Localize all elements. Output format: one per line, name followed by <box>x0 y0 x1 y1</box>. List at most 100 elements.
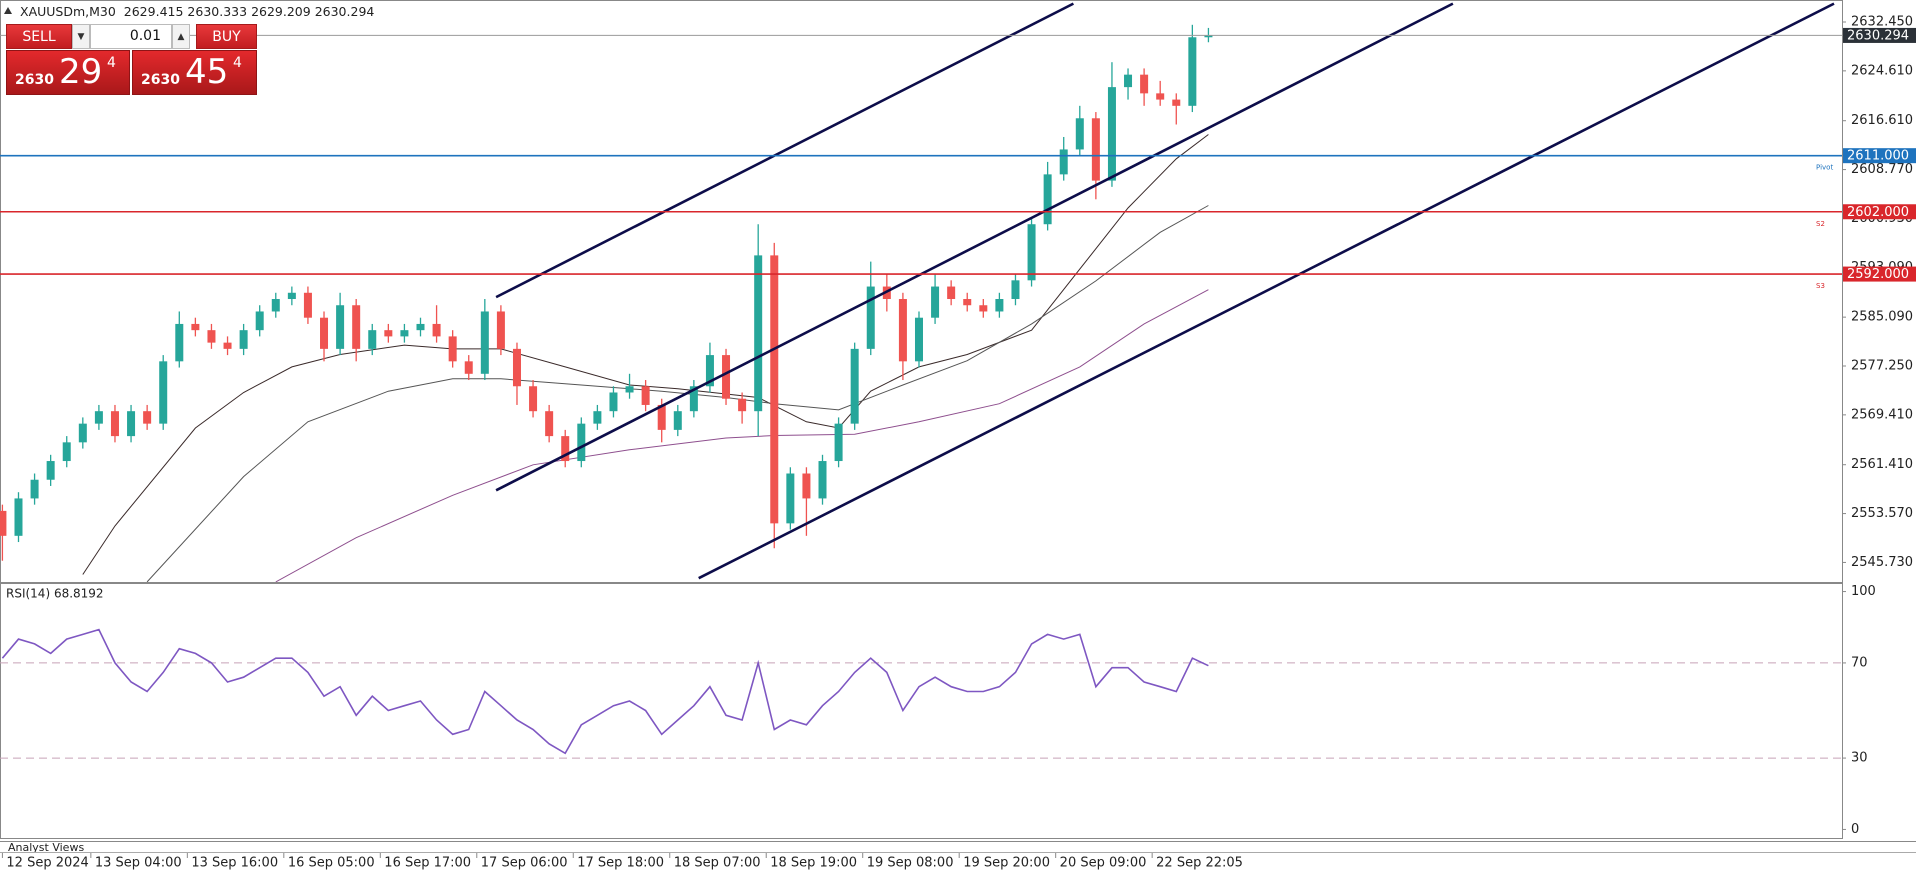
candle-body <box>802 473 811 499</box>
y-tick-label: 2561.410 <box>1851 457 1913 472</box>
candle-body <box>898 299 907 362</box>
level-label: 2592.000 <box>1847 267 1909 282</box>
bid-fraction: 4 <box>107 55 116 71</box>
y-tick-label: 2624.610 <box>1851 63 1913 78</box>
x-tick-label: 18 Sep 07:00 <box>674 856 761 871</box>
candle-body <box>1124 74 1133 88</box>
moving-average <box>275 289 1209 582</box>
level-label: 2602.000 <box>1847 205 1909 220</box>
x-tick-label: 17 Sep 06:00 <box>481 856 568 871</box>
bid-big: 29 <box>59 52 103 92</box>
x-tick-label: 17 Sep 18:00 <box>577 856 664 871</box>
level-tag: S2 <box>1816 220 1825 228</box>
ask-big: 45 <box>185 52 229 92</box>
candle-body <box>384 330 393 337</box>
candle-body <box>62 442 71 462</box>
y-tick-label: 0 <box>1851 822 1859 837</box>
y-tick-label: 100 <box>1851 584 1876 599</box>
level-box <box>1843 148 1916 164</box>
candle-body <box>175 323 184 362</box>
y-tick-label: 2608.770 <box>1851 162 1913 177</box>
rsi-panel-border <box>0 583 1843 839</box>
candle-body <box>46 461 55 480</box>
high: 2630.333 <box>187 4 248 19</box>
candle-body <box>722 355 731 399</box>
bid-prefix: 2630 <box>15 72 54 88</box>
candle-body <box>223 342 232 349</box>
candle-body <box>1156 93 1165 100</box>
level-tag: Pivot <box>1816 164 1833 172</box>
candle-body <box>1011 280 1020 300</box>
candle-body <box>496 311 505 349</box>
candle-body <box>336 305 345 349</box>
candle-body <box>78 423 87 443</box>
candle-body <box>1091 118 1100 181</box>
volume-up[interactable]: ▲ <box>172 24 190 49</box>
candle-body <box>303 292 312 318</box>
candle-body <box>400 330 409 337</box>
trendline <box>495 2 1454 492</box>
open: 2629.415 <box>123 4 184 19</box>
y-tick-label: 2569.410 <box>1851 407 1913 422</box>
y-tick-label: 2585.090 <box>1851 310 1913 325</box>
sell-button[interactable]: SELL <box>6 24 72 49</box>
ask-prefix: 2630 <box>141 72 180 88</box>
low: 2629.209 <box>251 4 311 19</box>
candle-body <box>529 386 538 412</box>
header-icon <box>4 7 12 14</box>
candle-body <box>1172 99 1181 106</box>
candles <box>0 2 1835 582</box>
candle-body <box>1075 118 1084 150</box>
y-tick-label: 2577.250 <box>1851 359 1913 374</box>
rsi-title: RSI(14) 68.8192 <box>6 587 104 601</box>
volume-input[interactable]: 0.01 <box>90 24 172 49</box>
candle-body <box>255 311 264 331</box>
candle-body <box>432 323 441 337</box>
candle-body <box>834 423 843 462</box>
x-tick-label: 20 Sep 09:00 <box>1060 856 1147 871</box>
candle-body <box>561 436 570 462</box>
candle-body <box>1188 37 1197 106</box>
x-tick-label: 22 Sep 22:05 <box>1156 856 1243 871</box>
candle-body <box>866 286 875 349</box>
x-tick-label: 13 Sep 16:00 <box>191 856 278 871</box>
candle-body <box>320 317 329 349</box>
candle-body <box>738 398 747 412</box>
candle-body <box>850 348 859 424</box>
candle-body <box>1027 224 1036 281</box>
candle-body <box>448 336 457 362</box>
candle-body <box>0 510 7 536</box>
bid-quote[interactable]: 2630 29 4 <box>6 50 130 95</box>
level-label: 2611.000 <box>1847 149 1909 164</box>
ask-quote[interactable]: 2630 45 4 <box>132 50 257 95</box>
buy-button[interactable]: BUY <box>196 24 257 49</box>
candle-body <box>14 498 23 536</box>
last-price-label: 2630.294 <box>1847 28 1909 43</box>
symbol: XAUUSDm,M30 <box>20 4 116 19</box>
rsi-lines <box>1 628 1209 755</box>
candle-body <box>947 286 956 300</box>
level-tag: S3 <box>1816 282 1825 290</box>
x-tick-label: 16 Sep 05:00 <box>288 856 375 871</box>
main-panel-border <box>0 0 1843 583</box>
candle-body <box>239 330 248 349</box>
candle-body <box>545 411 554 437</box>
moving-average <box>146 205 1209 582</box>
candle-body <box>963 299 972 306</box>
last-price-box <box>1843 27 1916 43</box>
candle-body <box>1059 149 1068 175</box>
candle-body <box>1204 35 1213 38</box>
candle-body <box>191 323 200 331</box>
candle-body <box>94 411 103 424</box>
candle-body <box>1043 174 1052 225</box>
candle-body <box>352 305 361 349</box>
rsi-line <box>1 628 1209 755</box>
candle-body <box>786 473 795 524</box>
x-tick-label: 18 Sep 19:00 <box>770 856 857 871</box>
volume-down[interactable]: ▼ <box>72 24 90 49</box>
candle-body <box>110 411 119 437</box>
footer-tab[interactable]: Analyst Views <box>8 841 84 854</box>
moving-average <box>82 134 1209 575</box>
